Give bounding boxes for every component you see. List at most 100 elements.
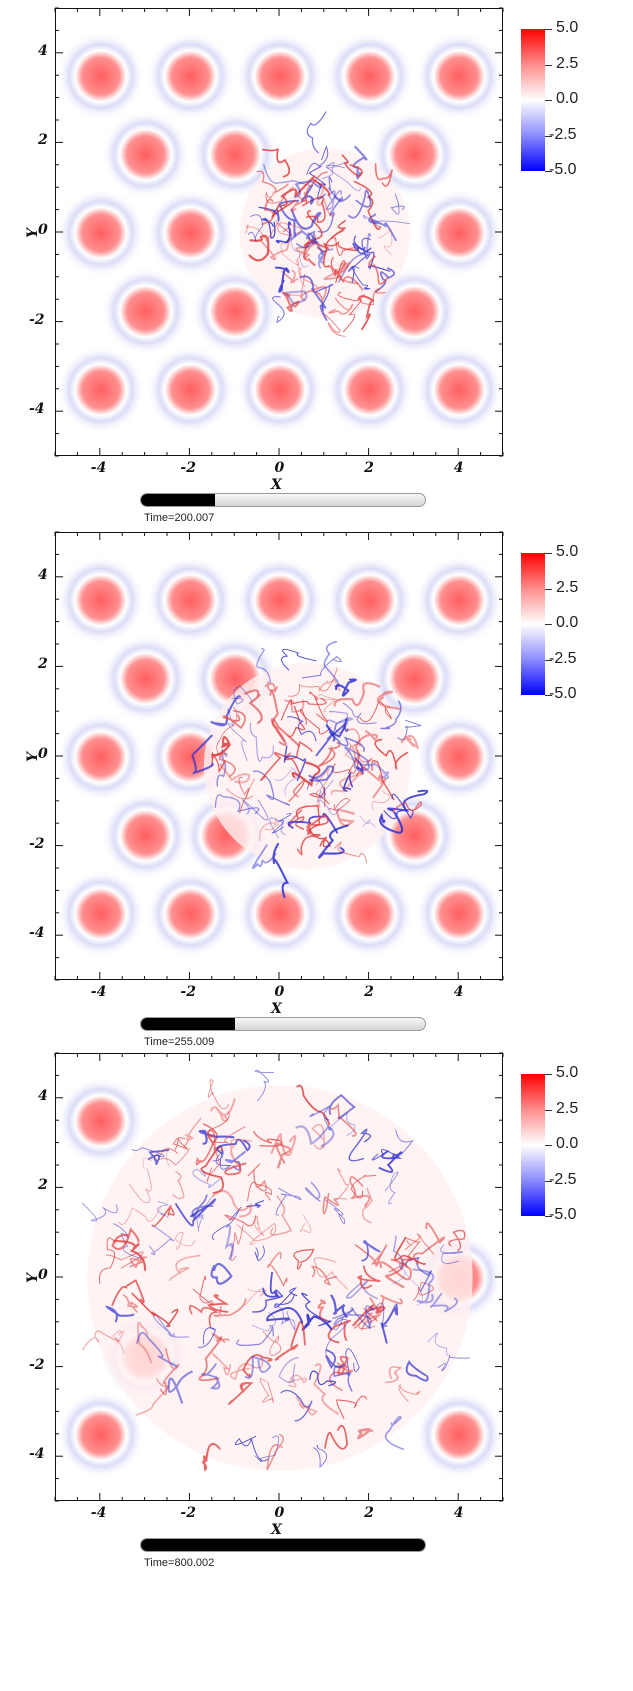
y-tick-label: 0	[38, 1267, 48, 1283]
vortex-mark	[56, 32, 145, 121]
vortex-filament	[359, 287, 386, 306]
vortex-filament	[287, 1374, 308, 1388]
vortex-filament	[205, 1129, 216, 1154]
vortex-filament	[310, 1265, 338, 1286]
vortex-filament	[354, 757, 364, 776]
vortex-filament	[112, 1330, 125, 1354]
vortex-filament	[248, 234, 270, 262]
colorbar-tick	[545, 1180, 552, 1182]
vortex-filament	[216, 1138, 251, 1155]
vortex-filament	[192, 1168, 222, 1189]
vortex-filament	[131, 1292, 179, 1327]
vortex-filament	[330, 769, 365, 795]
vortex-filament	[379, 811, 404, 834]
vortex-filament	[328, 176, 344, 203]
vorticity-field	[56, 1069, 502, 1479]
vortex-filament	[367, 1302, 388, 1328]
vortex-filament	[207, 1111, 246, 1144]
vortex-filament	[262, 147, 291, 178]
y-tick-label: 4	[38, 1087, 48, 1104]
vortex-filament	[270, 1133, 297, 1157]
vortex-filament	[448, 1229, 466, 1252]
vortex-filament	[437, 1354, 470, 1371]
y-tick-label: 0	[38, 746, 48, 762]
vortex-filament	[278, 1357, 299, 1384]
vortex-filament	[347, 237, 371, 284]
y-tick-label: -2	[29, 311, 45, 328]
vortex-mark	[146, 189, 235, 277]
vortex-filament	[324, 190, 342, 211]
vortex-mark	[236, 556, 324, 645]
vortex-filament	[301, 655, 342, 679]
vortex-filament	[321, 160, 349, 180]
vortex-filament	[192, 1275, 215, 1306]
vortex-filament	[317, 779, 340, 816]
vortex-filament	[210, 1098, 236, 1122]
colorbar-tick-label: -2.5	[549, 1170, 577, 1188]
vortex-filament	[252, 1289, 284, 1313]
vortex-filament	[290, 208, 322, 230]
vortex-filament	[256, 647, 271, 684]
vortex-filament	[245, 220, 280, 242]
colorbar-tick-label: 0.0	[556, 1135, 579, 1152]
vortex-filament	[224, 1150, 246, 1171]
vortex-filament	[198, 1336, 223, 1382]
vortex-filament	[323, 641, 340, 688]
vortex-filament	[380, 1303, 399, 1344]
vortex-mark	[415, 345, 502, 434]
vortex-filament	[440, 1244, 464, 1264]
vortex-filament	[405, 1359, 429, 1382]
vortex-mark	[415, 32, 502, 121]
vorticity-plot	[55, 8, 503, 456]
vortex-filament	[359, 815, 376, 828]
vortex-filament	[275, 219, 309, 268]
vortex-mark	[415, 556, 502, 645]
vortex-filament	[274, 1321, 306, 1361]
vortex-filament	[211, 1332, 230, 1344]
y-tick-label: -2	[29, 1356, 45, 1373]
vortex-filament	[105, 1305, 135, 1323]
colorbar-tick-label: 0.0	[556, 614, 579, 631]
vortex-filament	[262, 1331, 282, 1357]
vortex-filament	[413, 1222, 445, 1265]
colorbar-tick-label: -5.0	[549, 1206, 577, 1223]
vortex-filament	[196, 1197, 212, 1232]
vortex-filament	[191, 1194, 214, 1221]
time-label: Time=800.002	[144, 1557, 215, 1569]
vortex-filament	[251, 844, 277, 870]
vortex-filament	[252, 770, 291, 806]
vortex-filament	[361, 1239, 381, 1262]
x-tick-label: 4	[453, 984, 464, 1000]
vortex-filament	[152, 1313, 189, 1338]
vortex-filament	[206, 1147, 221, 1184]
vortex-mark	[56, 345, 145, 434]
vortex-filament	[281, 291, 300, 312]
vortex-mark	[56, 1077, 145, 1166]
vortex-filament	[323, 219, 346, 268]
colorbar-tick-label: -5.0	[549, 685, 577, 702]
vortex-filament	[216, 749, 228, 787]
vortex-filament	[254, 1069, 275, 1102]
vortex-filament	[299, 1214, 312, 1233]
x-tick-label: 0	[274, 984, 285, 1000]
vortex-filament	[317, 824, 349, 859]
vortex-mark	[146, 345, 235, 434]
colorbar-tick	[545, 588, 552, 590]
vortex-filament	[249, 722, 275, 762]
vortex-filament	[99, 1237, 117, 1284]
vortex-mark	[325, 869, 414, 958]
vortex-mark	[236, 869, 324, 958]
colorbar	[521, 1074, 545, 1216]
vortex-filament	[344, 742, 366, 775]
colorbar-tick	[545, 1109, 552, 1111]
y-tick-label: -4	[29, 925, 45, 942]
vortex-mark	[415, 1390, 502, 1479]
time-label: Time=200.007	[144, 512, 215, 524]
x-tick-label: -4	[90, 460, 107, 476]
vortex-filament	[377, 228, 393, 256]
vortex-filament	[229, 1355, 264, 1381]
colorbar-tick	[545, 1145, 552, 1146]
vortex-mark	[370, 267, 459, 356]
y-tick-label: 4	[38, 566, 48, 583]
vortex-filament	[271, 813, 292, 834]
